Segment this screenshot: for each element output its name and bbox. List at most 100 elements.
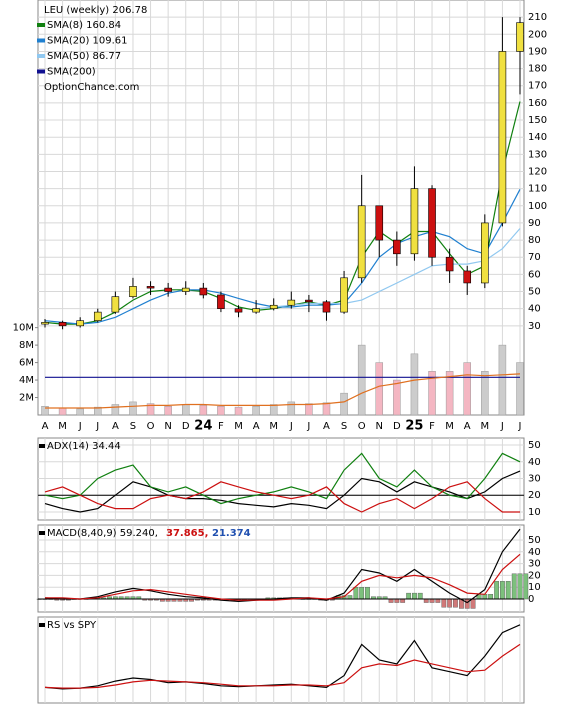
volume-bar (234, 406, 243, 416)
histogram-bar (417, 592, 423, 600)
volume-bar (76, 408, 84, 416)
volume-bar (111, 404, 120, 416)
histogram-bar (423, 598, 429, 603)
histogram-bar (482, 594, 488, 600)
series-line (45, 553, 521, 601)
series-line (44, 452, 521, 505)
candle-body (340, 277, 348, 313)
legend-label: SMA(200) (47, 67, 96, 78)
x-tick-label: O (147, 421, 155, 432)
legend-swatch (37, 69, 45, 74)
candle-body (322, 301, 331, 313)
y2-tick-label: 10M (13, 323, 34, 334)
legend-swatch (37, 54, 45, 58)
y-tick-label: 210 (528, 12, 547, 23)
legend-label: SMA(8) 160.84 (47, 20, 121, 31)
candle-body (305, 299, 313, 303)
candle-body (252, 308, 260, 313)
panel-title-swatch (39, 444, 45, 448)
legend-swatch (37, 38, 45, 43)
x-tick-label: M (58, 421, 67, 432)
candle-body (58, 322, 67, 327)
volume-bar (181, 404, 190, 416)
y-tick-label: 100 (528, 201, 547, 212)
histogram-bar (523, 573, 529, 600)
series-line (45, 373, 521, 409)
y-tick-label: 200 (528, 29, 547, 40)
histogram-bar (488, 594, 494, 600)
volume-bar (164, 406, 172, 416)
candle-body (111, 296, 120, 313)
candle-body (146, 286, 155, 289)
y-tick-label: 120 (528, 166, 547, 177)
y-tick-label: 10 (528, 582, 541, 593)
x-tick-label: M (480, 421, 489, 432)
y-tick-label: 40 (528, 304, 541, 315)
y-tick-label: 40 (528, 457, 541, 468)
candle-body (481, 222, 489, 284)
y2-tick-label: 4M (19, 375, 34, 386)
volume-bar (41, 406, 49, 416)
y-tick-label: 60 (528, 269, 541, 280)
y-tick-label: 50 (528, 287, 541, 298)
y-tick-label: 10 (528, 507, 541, 518)
y-tick-label: 130 (528, 149, 547, 160)
x-tick-label: J (78, 421, 82, 432)
histogram-bar (447, 598, 453, 608)
series-line (44, 528, 521, 604)
x-tick-label: D (182, 421, 190, 432)
panel-frame (37, 524, 525, 613)
volume-bar (463, 362, 471, 416)
panel-frame (37, 616, 525, 704)
panel-title: RS vs SPY (47, 620, 97, 631)
x-tick-label: M (269, 421, 278, 432)
histogram-bar (347, 595, 353, 600)
panel-title-swatch (39, 623, 45, 627)
histogram-bar (388, 598, 394, 603)
annotation: 37.865, (166, 528, 208, 539)
candle-body (463, 270, 472, 284)
histogram-bar (500, 581, 505, 600)
y-tick-label: 30 (528, 559, 541, 570)
panel-title: MACD(8,40,9) 59.240, (47, 528, 158, 539)
x-tick-label: 24 (194, 419, 212, 434)
x-tick-label: A (112, 421, 119, 432)
histogram-bar (435, 598, 441, 603)
y-tick-label: 20 (528, 570, 541, 581)
x-tick-label: M (234, 421, 243, 432)
candle-body (217, 294, 225, 309)
y-tick-label: 50 (528, 535, 541, 546)
y-tick-label: 150 (528, 115, 547, 126)
histogram-bar (359, 587, 365, 600)
x-tick-label: M (445, 421, 454, 432)
volume-bar (322, 402, 331, 416)
candle-body (76, 320, 84, 327)
volume-bar (129, 401, 137, 416)
histogram-bar (353, 587, 359, 600)
y-tick-label: 170 (528, 81, 547, 92)
y-tick-label: 110 (528, 184, 547, 195)
volume-bar (94, 406, 102, 416)
volume-bar (498, 344, 507, 416)
x-tick-label: O (358, 421, 366, 432)
y-tick-label: 30 (528, 321, 541, 332)
series-line (44, 643, 521, 689)
candle-body (393, 239, 401, 255)
candle-body (445, 256, 454, 272)
histogram-bar (517, 573, 523, 600)
histogram-bar (505, 581, 511, 600)
volume-bar (445, 371, 454, 416)
y-tick-label: 40 (528, 547, 541, 558)
volume-bar (146, 403, 155, 416)
x-tick-label: A (253, 421, 260, 432)
candle-body (41, 322, 49, 325)
histogram-bar (470, 598, 476, 609)
volume-bar (410, 353, 419, 416)
y2-tick-label: 2M (19, 393, 34, 404)
legend-swatch (37, 23, 45, 27)
x-tick-label: S (341, 421, 347, 432)
volume-bar (428, 371, 436, 416)
histogram-bar (441, 598, 447, 608)
y-tick-label: 160 (528, 98, 547, 109)
